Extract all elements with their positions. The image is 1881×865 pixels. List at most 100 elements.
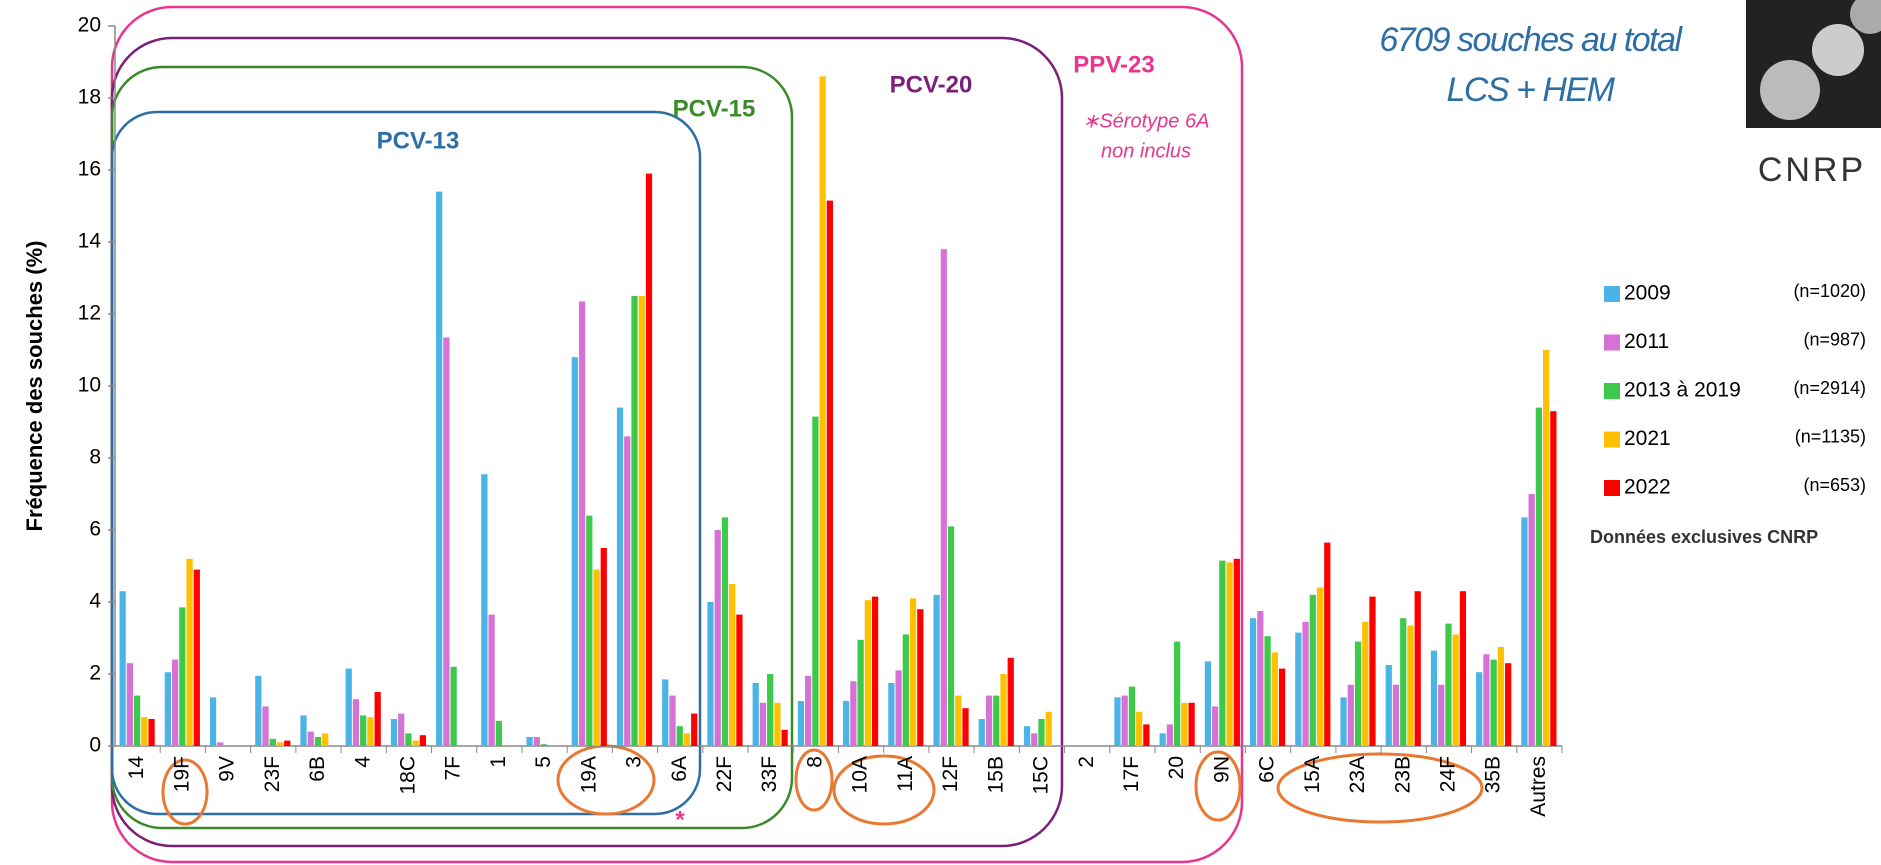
bar	[759, 702, 767, 746]
bar	[812, 416, 819, 746]
x-tick-label: 20	[1165, 756, 1188, 779]
bar	[940, 249, 947, 746]
bar	[133, 695, 141, 746]
bar	[119, 591, 126, 746]
note: ∗Sérotype 6A	[1083, 110, 1210, 132]
legend-label: 2021	[1624, 427, 1671, 450]
x-tick-label: 6A	[668, 756, 691, 782]
logo-text: CNRP	[1758, 151, 1866, 189]
bar	[1445, 623, 1452, 746]
bar	[1188, 702, 1195, 746]
asterisk: *	[675, 806, 685, 833]
x-tick-label: 9N	[1210, 756, 1233, 783]
bar	[1490, 659, 1497, 746]
bar	[1316, 587, 1324, 746]
bar	[1452, 634, 1459, 746]
bar	[412, 740, 419, 746]
legend-swatch	[1604, 286, 1620, 302]
x-tick-label: 6C	[1256, 756, 1279, 783]
bar	[1438, 684, 1445, 746]
bar	[888, 683, 895, 746]
bar	[126, 663, 133, 746]
bar	[481, 474, 488, 746]
bar	[645, 173, 653, 747]
bar	[495, 720, 502, 746]
x-tick-label: 3	[623, 756, 646, 768]
bar	[985, 695, 993, 746]
x-tick-label: 15B	[984, 756, 1007, 793]
bar	[1174, 641, 1181, 746]
x-tick-label: 10A	[849, 756, 872, 793]
note: non inclus	[1101, 140, 1191, 162]
x-tick-label: 22F	[713, 756, 736, 792]
bar	[1219, 560, 1226, 746]
bar	[1430, 650, 1438, 746]
bar	[1302, 621, 1309, 746]
y-tick-label: 8	[89, 446, 101, 469]
x-tick-label: 19F	[170, 756, 193, 792]
y-tick-label: 6	[89, 518, 101, 541]
logo: CNRP	[1746, 0, 1881, 189]
bar	[736, 614, 743, 746]
highlights	[161, 744, 1484, 826]
bar	[909, 598, 917, 746]
bar	[1340, 697, 1347, 746]
legend-label: 2013 à 2019	[1624, 379, 1741, 402]
y-tick-label: 12	[78, 302, 101, 325]
x-tick-label: 8	[803, 756, 826, 768]
bar	[729, 584, 736, 746]
bar	[1347, 684, 1354, 746]
y-axis-title: Fréquence des souches (%)	[22, 241, 47, 532]
bar	[276, 742, 284, 746]
bar	[1038, 719, 1045, 746]
x-tick-label: 23A	[1346, 756, 1369, 793]
bar	[1369, 596, 1376, 746]
bar	[1505, 663, 1512, 746]
bar	[1528, 494, 1535, 746]
bar	[1392, 684, 1400, 746]
bar	[993, 695, 1000, 746]
bar	[1023, 726, 1031, 746]
bar	[593, 569, 600, 746]
x-tick-label: 24F	[1437, 756, 1460, 792]
x-tick-label: 35B	[1482, 756, 1505, 793]
bar	[1212, 706, 1219, 746]
bar	[683, 733, 691, 746]
bar	[843, 701, 850, 746]
legend-label: 2022	[1624, 476, 1671, 499]
bar	[578, 301, 586, 746]
bar	[1362, 621, 1369, 746]
bar	[1459, 591, 1467, 746]
bar	[1159, 733, 1166, 746]
bar	[443, 337, 450, 746]
legend-count: (n=1020)	[1793, 281, 1866, 301]
bar	[781, 729, 788, 746]
bar	[1007, 657, 1014, 746]
bar	[638, 296, 645, 746]
bar	[1278, 668, 1286, 746]
bar	[262, 706, 269, 746]
x-tick-label: 12F	[939, 756, 962, 792]
x-tick-label: 18C	[396, 756, 419, 795]
bar	[405, 733, 412, 746]
bar	[1414, 591, 1421, 746]
ppv23-label: PPV-23	[1073, 51, 1154, 78]
bar	[955, 695, 962, 746]
bar	[360, 715, 367, 746]
bar	[947, 526, 955, 746]
bar	[933, 594, 940, 746]
y-tick-label: 4	[89, 590, 101, 613]
x-tick-label: Autres	[1527, 756, 1550, 817]
legend-label: 2009	[1624, 282, 1671, 305]
bar	[902, 634, 909, 746]
bar	[352, 699, 360, 746]
bar	[871, 596, 879, 746]
bar	[571, 357, 578, 746]
legend-count: (n=1135)	[1795, 426, 1866, 446]
bar	[186, 558, 193, 746]
bar	[1233, 558, 1240, 746]
bar	[314, 737, 322, 746]
bar	[752, 683, 759, 746]
bar	[1385, 665, 1392, 746]
